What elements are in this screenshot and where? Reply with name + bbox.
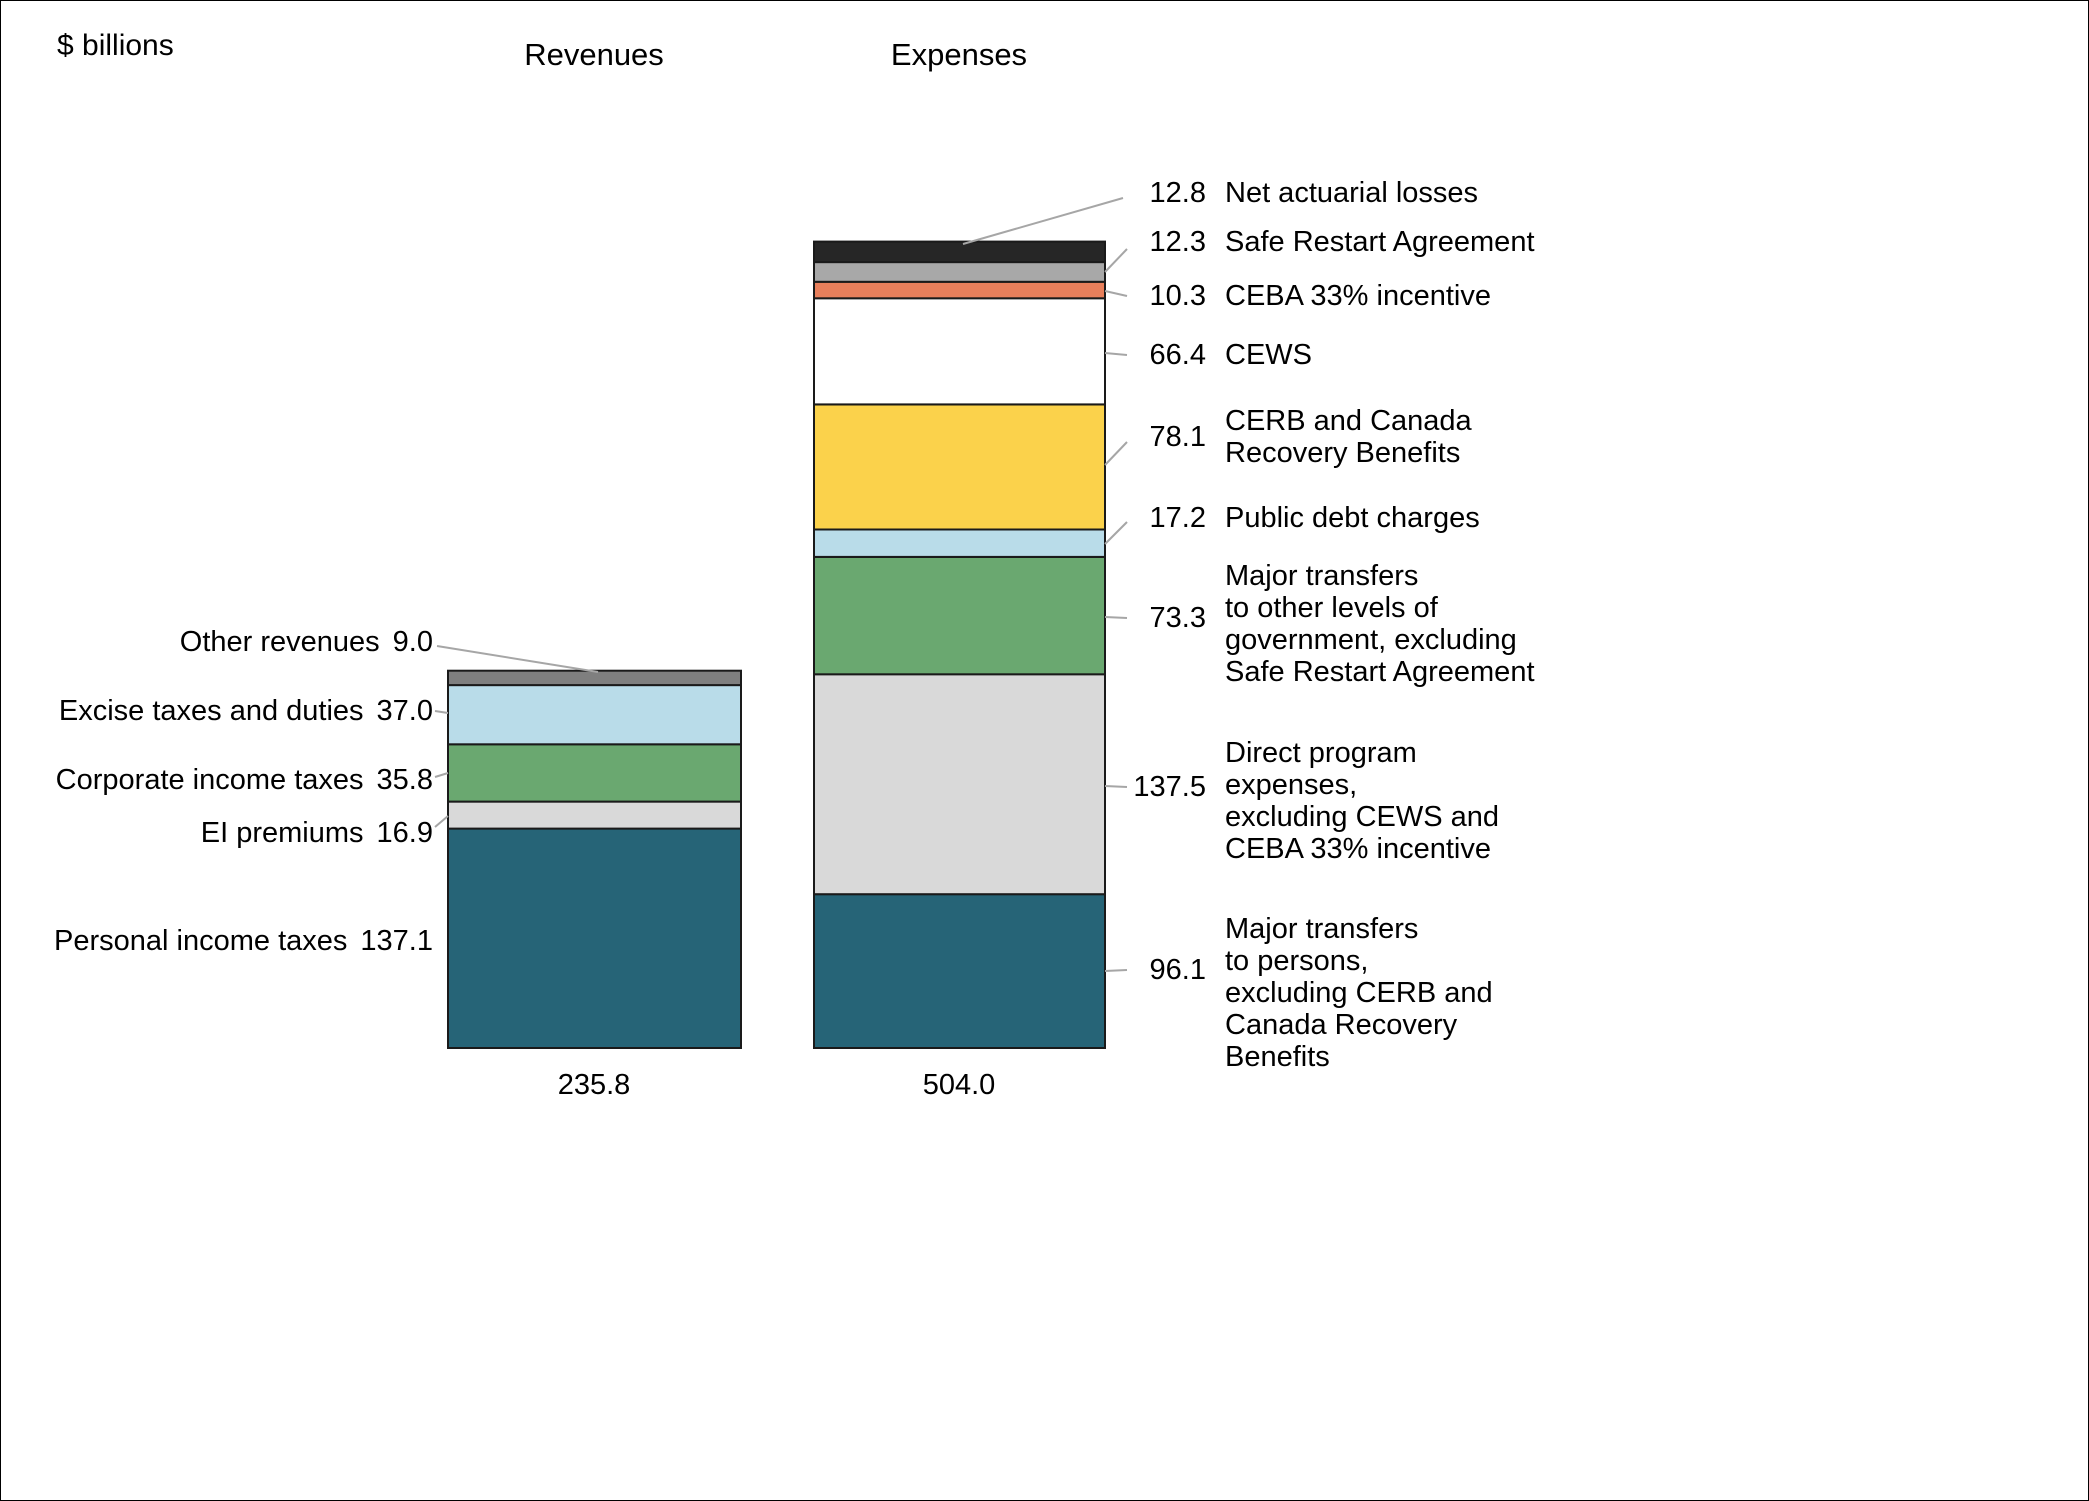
expense-label-cerb-and-canada-recovery-benefits: CERB and Canada Recovery Benefits xyxy=(1225,405,1472,469)
segment-label: EI premiums xyxy=(200,817,364,849)
expense-value-ceba-33-incentive: 10.3 xyxy=(1149,280,1206,312)
segment-value: 37.0 xyxy=(376,695,433,727)
expense-label-major-transfers-to-other-levels-of-government-excluding-safe-restart-agreement: Major transfers to other levels of gover… xyxy=(1225,560,1535,688)
leader-line-major-transfers-to-persons-excluding-cerb-and-canada-recovery-benefits xyxy=(1104,969,1128,972)
leader-line-direct-program-expenses-excluding-cews-and-ceba-33-incentive xyxy=(1104,785,1128,788)
expense-label-safe-restart-agreement: Safe Restart Agreement xyxy=(1225,226,1535,258)
segment-value: 137.1 xyxy=(360,925,433,957)
revenues-segment-excise-taxes-and-duties xyxy=(447,684,742,746)
expense-value-direct-program-expenses-excluding-cews-and-ceba-33-incentive: 137.5 xyxy=(1133,771,1206,803)
expenses-column-header: Expenses xyxy=(890,37,1028,72)
expenses-total: 504.0 xyxy=(922,1069,996,1101)
leader-line-ceba-33-incentive xyxy=(1104,290,1128,297)
revenues-column-header: Revenues xyxy=(524,37,664,72)
expense-value-major-transfers-to-other-levels-of-government-excluding-safe-restart-agreement: 73.3 xyxy=(1149,602,1206,634)
leader-line-cerb-and-canada-recovery-benefits xyxy=(1104,441,1128,466)
expenses-segment-direct-program-expenses-excluding-cews-and-ceba-33-incentive xyxy=(813,673,1106,896)
revenue-label-row-ei-premiums: EI premiums 16.9 xyxy=(1,817,433,849)
expense-label-ceba-33-incentive: CEBA 33% incentive xyxy=(1225,280,1491,312)
segment-value: 9.0 xyxy=(392,626,433,658)
revenue-label-row-corporate-income-taxes: Corporate income taxes 35.8 xyxy=(1,764,433,796)
segment-value: 35.8 xyxy=(376,764,433,796)
segment-value: 16.9 xyxy=(376,817,433,849)
expenses-segment-major-transfers-to-persons-excluding-cerb-and-canada-recovery-benefits xyxy=(813,893,1106,1050)
segment-label: Corporate income taxes xyxy=(55,764,364,796)
leader-line-corporate-income-taxes xyxy=(434,772,449,778)
expenses-segment-net-actuarial-losses xyxy=(813,240,1106,264)
revenue-label-row-other-revenues: Other revenues 9.0 xyxy=(1,626,433,658)
expense-value-major-transfers-to-persons-excluding-cerb-and-canada-recovery-benefits: 96.1 xyxy=(1149,954,1206,986)
expense-value-cerb-and-canada-recovery-benefits: 78.1 xyxy=(1149,421,1206,453)
expenses-segment-cews xyxy=(813,297,1106,406)
leader-line-excise-taxes-and-duties xyxy=(434,710,449,714)
segment-label: Personal income taxes xyxy=(54,925,348,957)
revenues-total: 235.8 xyxy=(557,1069,631,1101)
expense-value-public-debt-charges: 17.2 xyxy=(1149,502,1206,534)
leader-line-safe-restart-agreement xyxy=(1104,248,1128,273)
expenses-segment-major-transfers-to-other-levels-of-government-excluding-safe-restart-agreement xyxy=(813,556,1106,676)
leader-line-cews xyxy=(1104,352,1128,356)
leader-line-ei-premiums xyxy=(434,815,449,828)
revenue-label-row-excise-taxes-and-duties: Excise taxes and duties 37.0 xyxy=(1,695,433,727)
expense-label-major-transfers-to-persons-excluding-cerb-and-canada-recovery-benefits: Major transfers to persons, excluding CE… xyxy=(1225,913,1493,1073)
expense-label-net-actuarial-losses: Net actuarial losses xyxy=(1225,177,1479,209)
expense-value-net-actuarial-losses: 12.8 xyxy=(1149,177,1206,209)
expense-value-safe-restart-agreement: 12.3 xyxy=(1149,226,1206,258)
leader-line-other-revenues xyxy=(436,645,599,673)
expense-label-direct-program-expenses-excluding-cews-and-ceba-33-incentive: Direct program expenses, excluding CEWS … xyxy=(1225,737,1500,865)
leader-line-public-debt-charges xyxy=(1104,521,1128,545)
leader-line-major-transfers-to-other-levels-of-government-excluding-safe-restart-agreement xyxy=(1104,616,1128,619)
revenue-label-row-personal-income-taxes: Personal income taxes 137.1 xyxy=(1,925,433,957)
unit-label: $ billions xyxy=(57,29,174,62)
leader-line-net-actuarial-losses xyxy=(962,197,1124,245)
revenues-segment-personal-income-taxes xyxy=(447,827,742,1049)
expense-label-cews: CEWS xyxy=(1225,339,1312,371)
expense-label-public-debt-charges: Public debt charges xyxy=(1225,502,1480,534)
revenues-segment-ei-premiums xyxy=(447,800,742,830)
segment-label: Other revenues xyxy=(179,626,380,658)
expense-value-cews: 66.4 xyxy=(1149,339,1206,371)
segment-label: Excise taxes and duties xyxy=(58,695,364,727)
